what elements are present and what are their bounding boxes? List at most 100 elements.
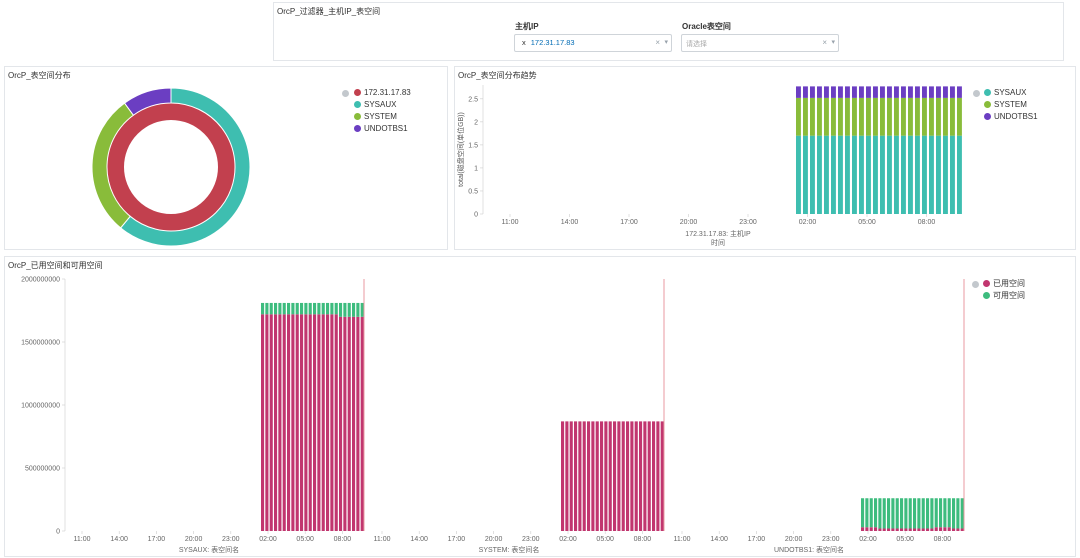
legend-toggle-icon[interactable] xyxy=(342,90,349,97)
y-tick-label: 2.5 xyxy=(468,96,478,103)
legend-label: SYSTEM xyxy=(364,112,397,121)
group-axis-label: SYSTEM: 表空间名 xyxy=(479,545,540,554)
x-tick-label: 17:00 xyxy=(148,536,166,543)
bar-used xyxy=(952,528,956,531)
bar-used xyxy=(582,421,586,531)
x-tick-label: 23:00 xyxy=(222,536,240,543)
bar-free xyxy=(347,302,351,317)
bar-used xyxy=(900,528,904,531)
pie-panel: OrcP_表空间分布 172.31.17.83 SYSAUX SYSTEM UN… xyxy=(4,66,448,250)
bar-used xyxy=(960,528,964,531)
trend-panel-title: OrcP_表空间分布趋势 xyxy=(458,71,537,80)
chevron-down-icon[interactable]: ▾ xyxy=(664,39,668,46)
y-tick-label: 0 xyxy=(474,212,478,219)
bar-used xyxy=(282,314,286,531)
pie-panel-title: OrcP_表空间分布 xyxy=(8,71,71,80)
x-tick-label: 11:00 xyxy=(674,536,691,543)
bar-free xyxy=(339,302,343,317)
bar-free xyxy=(930,498,934,529)
trend-legend: SYSAUX SYSTEM UNDOTBS1 xyxy=(984,87,1038,123)
legend-item[interactable]: UNDOTBS1 xyxy=(984,111,1038,123)
legend-item[interactable]: 已用空间 xyxy=(983,278,1025,290)
legend-item[interactable]: SYSTEM xyxy=(354,111,411,123)
bar-sysaux xyxy=(950,135,955,214)
x-tick-label: 14:00 xyxy=(110,536,128,543)
legend-dot-icon xyxy=(354,125,361,132)
bar-free xyxy=(356,302,360,317)
space-legend: 已用空间 可用空间 xyxy=(983,278,1025,302)
bar-sysaux xyxy=(803,135,808,214)
filter-panel: OrcP_过滤器_主机IP_表空间 主机IP x 172.31.17.83 × ▾… xyxy=(273,2,1064,61)
bar-undotbs1 xyxy=(866,86,871,98)
bar-undotbs1 xyxy=(908,86,913,98)
bar-used xyxy=(595,421,599,531)
bar-free xyxy=(882,498,886,529)
clear-icon[interactable]: × xyxy=(822,38,827,47)
bar-free xyxy=(334,302,338,315)
pie-slice-undotbs1 xyxy=(123,87,172,116)
legend-item[interactable]: SYSAUX xyxy=(984,87,1038,99)
remove-pill-icon[interactable]: x xyxy=(522,38,526,47)
legend-dot-icon xyxy=(354,113,361,120)
bar-sysaux xyxy=(880,135,885,214)
bar-system xyxy=(796,97,801,136)
bar-free xyxy=(326,302,330,315)
bar-free xyxy=(265,302,269,315)
bar-undotbs1 xyxy=(880,86,885,98)
legend-item[interactable]: 172.31.17.83 xyxy=(354,87,411,99)
x-tick-label: 05:00 xyxy=(296,536,314,543)
bar-free xyxy=(934,498,938,528)
bar-system xyxy=(873,97,878,136)
chevron-down-icon[interactable]: ▾ xyxy=(831,39,835,46)
x-tick-label: 08:00 xyxy=(334,536,352,543)
legend-label: 已用空间 xyxy=(993,279,1025,288)
bar-used xyxy=(578,421,582,531)
legend-toggle-icon[interactable] xyxy=(973,90,980,97)
host-ip-pill[interactable]: x 172.31.17.83 xyxy=(519,38,578,48)
host-ip-select[interactable]: x 172.31.17.83 × ▾ xyxy=(514,34,672,52)
bar-free xyxy=(921,498,925,529)
bar-undotbs1 xyxy=(957,86,962,98)
legend-item[interactable]: SYSAUX xyxy=(354,99,411,111)
bar-used xyxy=(261,314,265,531)
clear-icon[interactable]: × xyxy=(655,38,660,47)
bar-free xyxy=(869,498,873,528)
y-tick-label: 0.5 xyxy=(468,188,478,195)
bar-used xyxy=(269,314,273,531)
bar-used xyxy=(360,316,364,531)
bar-used xyxy=(608,421,612,531)
bar-used xyxy=(308,314,312,531)
tablespace-select[interactable]: 请选择 × ▾ xyxy=(681,34,839,52)
legend-dot-icon xyxy=(354,89,361,96)
bar-used xyxy=(326,314,330,531)
bar-free xyxy=(304,302,308,315)
bar-free xyxy=(908,498,912,529)
legend-toggle-icon[interactable] xyxy=(972,281,979,288)
legend-item[interactable]: UNDOTBS1 xyxy=(354,123,411,135)
bar-used xyxy=(647,421,651,531)
bar-sysaux xyxy=(936,135,941,214)
bar-free xyxy=(317,302,321,315)
bar-sysaux xyxy=(901,135,906,214)
bar-undotbs1 xyxy=(796,86,801,98)
bar-free xyxy=(352,302,356,317)
x-tick-label: 23:00 xyxy=(822,536,840,543)
bar-system xyxy=(915,97,920,136)
bar-system xyxy=(859,97,864,136)
legend-dot-icon xyxy=(983,292,990,299)
bar-free xyxy=(291,302,295,315)
legend-item[interactable]: SYSTEM xyxy=(984,99,1038,111)
bar-free xyxy=(300,302,304,315)
legend-item[interactable]: 可用空间 xyxy=(983,290,1025,302)
x-tick-label: 11:00 xyxy=(502,219,519,226)
bar-sysaux xyxy=(908,135,913,214)
bar-undotbs1 xyxy=(887,86,892,98)
bar-system xyxy=(831,97,836,136)
bar-free xyxy=(947,498,951,528)
bar-used xyxy=(561,421,565,531)
bar-used xyxy=(565,421,569,531)
bar-sysaux xyxy=(922,135,927,214)
bar-used xyxy=(939,527,943,531)
bar-used xyxy=(934,527,938,531)
bar-free xyxy=(952,498,956,529)
